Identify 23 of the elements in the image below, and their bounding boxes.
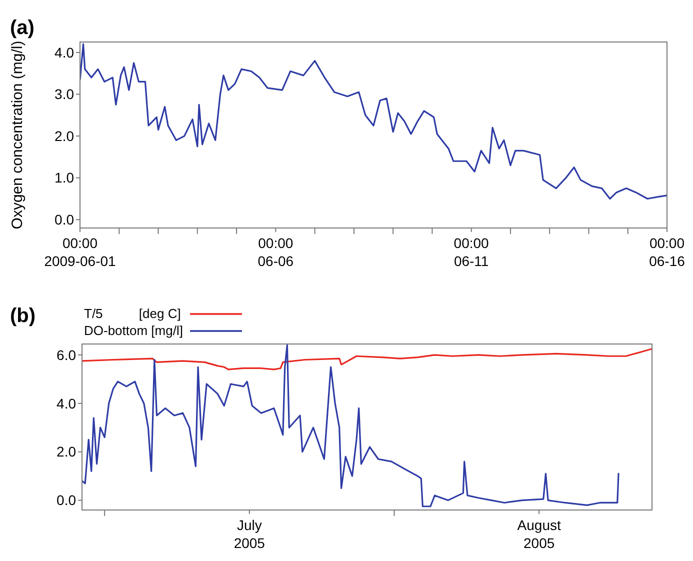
- y-tick-label: 2.0: [54, 128, 74, 144]
- line-series: [82, 344, 620, 508]
- x-tick-label: 00:00 06-16: [649, 235, 686, 269]
- y-tick-label: 3.0: [54, 86, 74, 102]
- y-tick-label: 2.0: [56, 444, 76, 460]
- legend-label: DO-bottom [mg/l]: [84, 323, 183, 338]
- chart-title: (a): [10, 17, 34, 39]
- y-tick-label: 0.0: [56, 492, 76, 508]
- y-tick-label: 1.0: [54, 170, 74, 186]
- y-tick-label: 4.0: [56, 395, 76, 412]
- x-tick-label: August 2005: [517, 517, 561, 551]
- chart-title: (b): [10, 305, 36, 327]
- y-tick-label: 6.0: [56, 346, 76, 363]
- line-series: [80, 43, 667, 200]
- legend-label: T/5 [deg C]: [84, 306, 181, 321]
- x-tick-label: 00:00 06-06: [258, 235, 294, 269]
- line-series: [82, 348, 652, 370]
- x-tick-label: 00:00 2009-06-01: [44, 235, 116, 269]
- x-tick-label: July 2005: [234, 517, 266, 551]
- y-tick-label: 4.0: [54, 44, 74, 60]
- x-tick-label: 00:00 06-11: [454, 235, 490, 269]
- y-tick-label: 0.0: [54, 212, 74, 228]
- y-axis-title: Oxygen concentration (mg/l): [9, 40, 26, 230]
